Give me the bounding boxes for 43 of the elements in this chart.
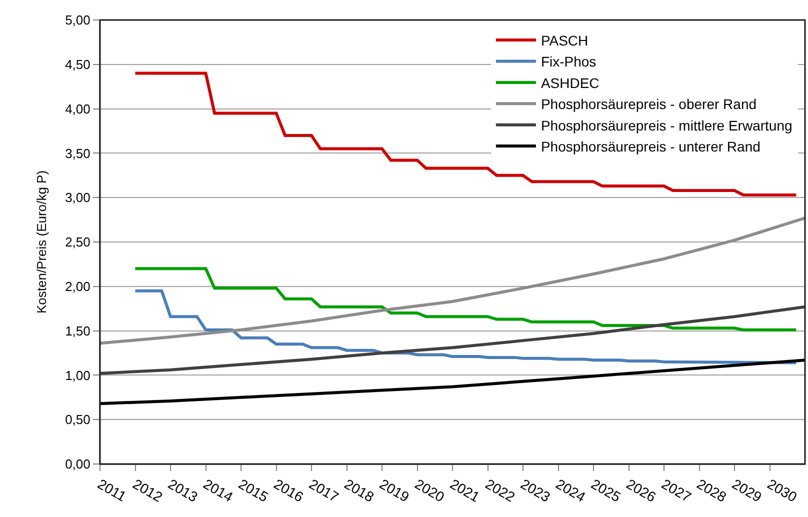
x-tick-label: 2025	[588, 476, 624, 506]
x-tick-label: 2020	[412, 476, 448, 506]
line-series	[100, 358, 805, 406]
line-series	[134, 72, 798, 196]
y-tick-label: 1,50	[65, 323, 90, 338]
y-tick-label: 4,00	[65, 101, 90, 116]
y-tick-label: 3,50	[65, 146, 90, 161]
line-series	[134, 267, 798, 332]
x-tick-label: 2023	[518, 476, 554, 506]
legend-label: ASHDEC	[540, 74, 600, 91]
y-tick-label: 2,50	[65, 234, 90, 250]
x-tick-label: 2026	[624, 476, 659, 506]
x-tick-label: 2017	[306, 476, 342, 506]
y-tick-label: 0,50	[65, 412, 90, 428]
x-tick-label: 2016	[271, 476, 306, 506]
legend-label: PASCH	[540, 32, 588, 48]
y-tick-label: 0,00	[65, 456, 90, 472]
x-tick-label: 2012	[130, 476, 166, 506]
x-tick-label: 2018	[342, 476, 377, 506]
x-tick-label: 2028	[694, 476, 730, 506]
x-tick-label: 2024	[553, 476, 588, 506]
x-tick-label: 2030	[764, 476, 800, 506]
legend-label: Phosphorsäurepreis - mittlere Erwartung	[540, 117, 792, 134]
x-tick-label: 2011	[95, 476, 130, 505]
x-tick-label: 2022	[482, 476, 518, 506]
legend-label: Phosphorsäurepreis - oberer Rand	[540, 96, 757, 112]
y-tick-label: 4,50	[65, 56, 90, 72]
x-tick-label: 2029	[730, 476, 765, 506]
x-tick-label: 2013	[166, 476, 201, 506]
line-series	[134, 289, 798, 364]
legend-label: Fix-Phos	[540, 54, 596, 70]
legend-label: Phosphorsäurepreis - unterer Rand	[540, 138, 760, 154]
x-tick-label: 2021	[448, 476, 483, 506]
y-tick-label: 1,00	[65, 368, 90, 383]
x-tick-label: 2019	[377, 476, 412, 506]
line-series	[100, 305, 805, 375]
x-tick-label: 2015	[236, 476, 272, 506]
y-tick-label: 2,00	[65, 278, 90, 294]
y-tick-label: 3,00	[65, 190, 90, 206]
x-tick-label: 2027	[659, 476, 694, 506]
y-axis-title: Kosten/Preis (Euro/kg P)	[34, 170, 50, 314]
y-tick-label: 5,00	[65, 12, 90, 28]
x-tick-label: 2014	[200, 476, 236, 506]
